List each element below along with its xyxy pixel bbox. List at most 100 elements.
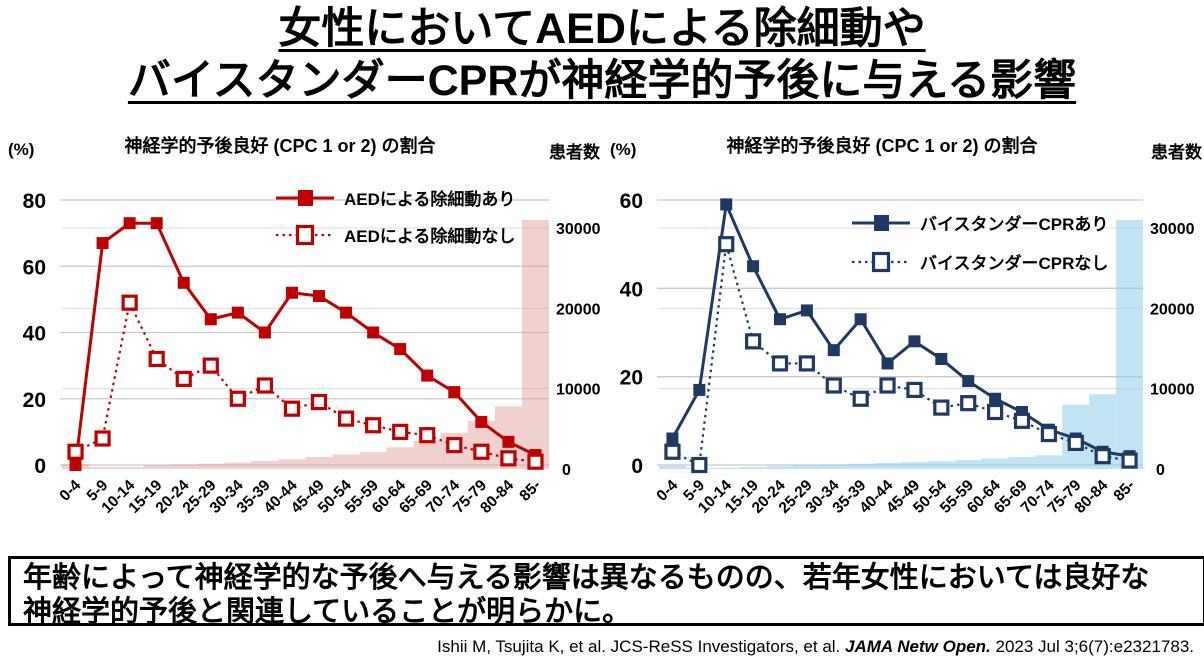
svg-text:20: 20 [620,367,643,390]
data-point [800,304,813,317]
patient-count-bar [386,447,414,469]
patient-count-axis-label: 患者数 [549,143,600,162]
data-point [989,392,1002,405]
data-point [718,236,735,253]
data-point [825,377,842,394]
data-point [94,430,111,447]
patient-count-bar [712,467,740,469]
data-point [745,333,762,350]
patient-count-bar [143,465,171,469]
slide-title-line1: 女性においてAEDによる除細動や [278,5,926,53]
data-point [827,344,840,357]
patient-count-bar [981,458,1009,469]
data-point [148,350,165,368]
summary-box: 年齢によって神経学的な予後へ与える影響は異なるものの、若年女性においては良好な … [8,556,1204,628]
data-point [747,260,760,273]
data-point [175,370,192,387]
patient-count-bar [89,466,117,469]
data-point [392,423,409,440]
svg-text:10000: 10000 [1150,382,1195,399]
data-point [798,355,815,372]
legend-marker-open-square [295,224,315,246]
data-point [852,390,869,407]
svg-text:0: 0 [631,455,643,478]
data-point [340,306,353,319]
svg-text:80: 80 [23,190,46,213]
data-point [527,453,544,470]
data-point [337,410,355,427]
patient-count-bar [1008,456,1036,469]
data-point [1067,434,1084,452]
data-point [854,313,867,326]
chart-canvas: 0 20 40 60 80 0 10000 20000 30000 0-4 5-910-1415-1… [23,189,601,517]
data-point [421,369,434,382]
data-point [691,456,708,474]
svg-text:0: 0 [1156,462,1165,479]
legend-item: AEDによる除細動あり [276,189,515,209]
patient-count-bar [251,460,279,469]
patient-count-bar [359,452,387,469]
data-point [69,459,82,471]
patient-count-bar [927,461,955,469]
data-point [446,437,463,454]
data-point [365,417,382,434]
aed-defibrillation-chart: 神経学的予後良好 (CPC 1 or 2) の割合 (%) 患者数 0 20 40 6… [0,130,602,555]
legend: AEDによる除細動あり AEDによる除細動なし [276,189,515,246]
data-point [1013,412,1031,429]
patient-count-bar [820,464,848,469]
data-point [774,313,786,326]
data-point [283,400,301,417]
chart-title: 神経学的予後良好 (CPC 1 or 2) の割合 [726,136,1038,156]
data-point [908,335,921,348]
data-point [879,377,896,394]
data-point [500,450,517,467]
chart-canvas: 0 20 40 60 0 10000 20000 30000 0-4 5-910-1415-192… [620,190,1195,517]
legend-marker-filled-square [298,190,313,206]
svg-text:バイスタンダーCPRあり: バイスタンダーCPRあり [920,214,1108,234]
svg-text:0: 0 [34,455,46,478]
slide-title: 女性においてAEDによる除細動や バイスタンダーCPRが神経学的予後に与える影響 [0,4,1204,107]
data-point [96,237,109,250]
x-axis-labels: 0-4 5-910-1415-1920-2425-2930-3435-3940-4… [56,477,544,517]
svg-text:0: 0 [562,462,571,479]
svg-text:85-: 85- [1111,477,1139,505]
patient-count-bar [224,462,252,469]
y-axis-unit-label: (%) [8,140,35,159]
data-point [906,381,923,399]
patient-count-bar [521,219,549,469]
series-1 [67,294,544,470]
data-point [123,217,136,230]
data-point [693,383,706,396]
bystander-cpr-chart: 神経学的予後良好 (CPC 1 or 2) の割合 (%) 患者数 0 20 40 6… [602,130,1204,555]
patient-count-bar [170,464,198,469]
patient-count-bar [954,460,982,469]
data-point [256,377,274,394]
summary-line1: 年齢によって神経学的な予後へ与える影響は異なるものの、若年女性においては良好な [23,562,1150,594]
slide-title-line2: バイスタンダーCPRが神経学的予後に与える影響 [127,56,1077,105]
svg-text:40: 40 [620,278,643,301]
svg-text:20000: 20000 [556,301,601,318]
data-point [285,286,298,299]
svg-text:30000: 30000 [556,221,601,238]
data-point [202,357,219,374]
data-point [121,294,138,311]
data-point [313,290,326,303]
patient-count-bar [793,465,821,469]
legend-item: バイスタンダーCPRあり [852,214,1108,234]
svg-text:10000: 10000 [556,382,601,399]
patient-count-bar [305,456,333,469]
data-point [1094,448,1111,465]
patient-count-axis-label: 患者数 [1151,143,1202,162]
data-point [666,432,679,445]
data-point [987,403,1004,421]
citation-journal: JAMA Netw Open. [845,637,991,656]
data-point [67,443,84,460]
svg-text:40: 40 [23,323,46,346]
data-point [204,313,217,326]
series-1 [664,236,1138,474]
patient-count-bar [116,466,144,469]
data-point [229,390,246,407]
data-point [962,375,975,388]
patient-count-bar [739,466,767,469]
legend-item: AEDによる除細動なし [276,224,515,246]
